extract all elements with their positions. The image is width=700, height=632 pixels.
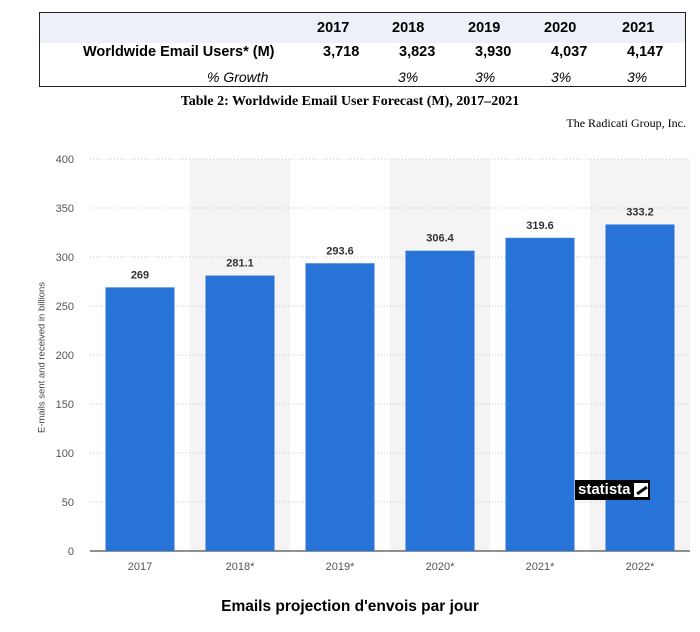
y-tick-label: 250 xyxy=(56,301,74,313)
growth-value-2021: 3% xyxy=(627,69,648,85)
users-value-2017: 3,718 xyxy=(323,44,360,60)
bar xyxy=(205,275,275,551)
statista-logo: statista xyxy=(575,480,650,500)
x-tick-label: 2019* xyxy=(326,561,355,570)
bar xyxy=(105,287,175,551)
y-tick-label: 400 xyxy=(56,154,74,166)
growth-value-2020: 3% xyxy=(551,69,572,85)
value-label: 319.6 xyxy=(526,220,554,232)
y-tick-label: 200 xyxy=(56,350,74,362)
forecast-table: 2017 2018 2019 2020 2021 Worldwide Email… xyxy=(39,12,686,87)
y-tick-label: 300 xyxy=(56,252,74,264)
growth-value-2019: 3% xyxy=(475,69,496,85)
users-value-2021: 4,147 xyxy=(627,44,664,60)
users-row-label: Worldwide Email Users* (M) xyxy=(83,44,275,60)
x-tick-label: 2021* xyxy=(526,561,555,570)
x-tick-label: 2020* xyxy=(426,561,455,570)
value-label: 281.1 xyxy=(226,258,254,270)
bar xyxy=(605,224,675,551)
value-label: 333.2 xyxy=(626,206,654,218)
statista-mark-icon xyxy=(633,483,648,497)
bar xyxy=(405,250,475,551)
users-value-2019: 3,930 xyxy=(475,44,512,60)
x-tick-label: 2017 xyxy=(128,561,152,570)
y-tick-label: 350 xyxy=(56,203,74,215)
y-tick-label: 100 xyxy=(56,448,74,460)
table-year-2019: 2019 xyxy=(468,20,501,36)
value-label: 306.4 xyxy=(426,233,454,245)
users-value-2018: 3,823 xyxy=(399,44,436,60)
growth-row-label: % Growth xyxy=(207,69,269,85)
x-tick-label: 2022* xyxy=(626,561,655,570)
table-year-2020: 2020 xyxy=(544,20,577,36)
y-tick-label: 50 xyxy=(62,497,74,509)
y-tick-label: 0 xyxy=(68,546,74,558)
growth-value-2018: 3% xyxy=(398,69,419,85)
x-tick-label: 2018* xyxy=(226,561,255,570)
table-year-2017: 2017 xyxy=(317,20,350,36)
source-credit: The Radicati Group, Inc. xyxy=(566,116,686,130)
bar xyxy=(505,237,575,551)
table-year-2021: 2021 xyxy=(622,20,655,36)
statista-logo-text: statista xyxy=(578,481,631,498)
users-value-2020: 4,037 xyxy=(551,44,588,60)
y-axis-label: E-mails sent and received in billions xyxy=(36,281,48,434)
value-label: 269 xyxy=(131,269,149,281)
value-label: 293.6 xyxy=(326,245,354,257)
y-tick-label: 150 xyxy=(56,399,74,411)
bar-chart: 269 281.1 293.6 306.4 319.6 333.2 0 50 100 150 20… xyxy=(56,154,690,570)
bar xyxy=(305,263,375,551)
table-header-row xyxy=(40,13,685,43)
table-caption: Table 2: Worldwide Email User Forecast (… xyxy=(180,94,520,109)
table-year-2018: 2018 xyxy=(392,20,425,36)
chart-title: Emails projection d'envois par jour xyxy=(221,598,479,615)
